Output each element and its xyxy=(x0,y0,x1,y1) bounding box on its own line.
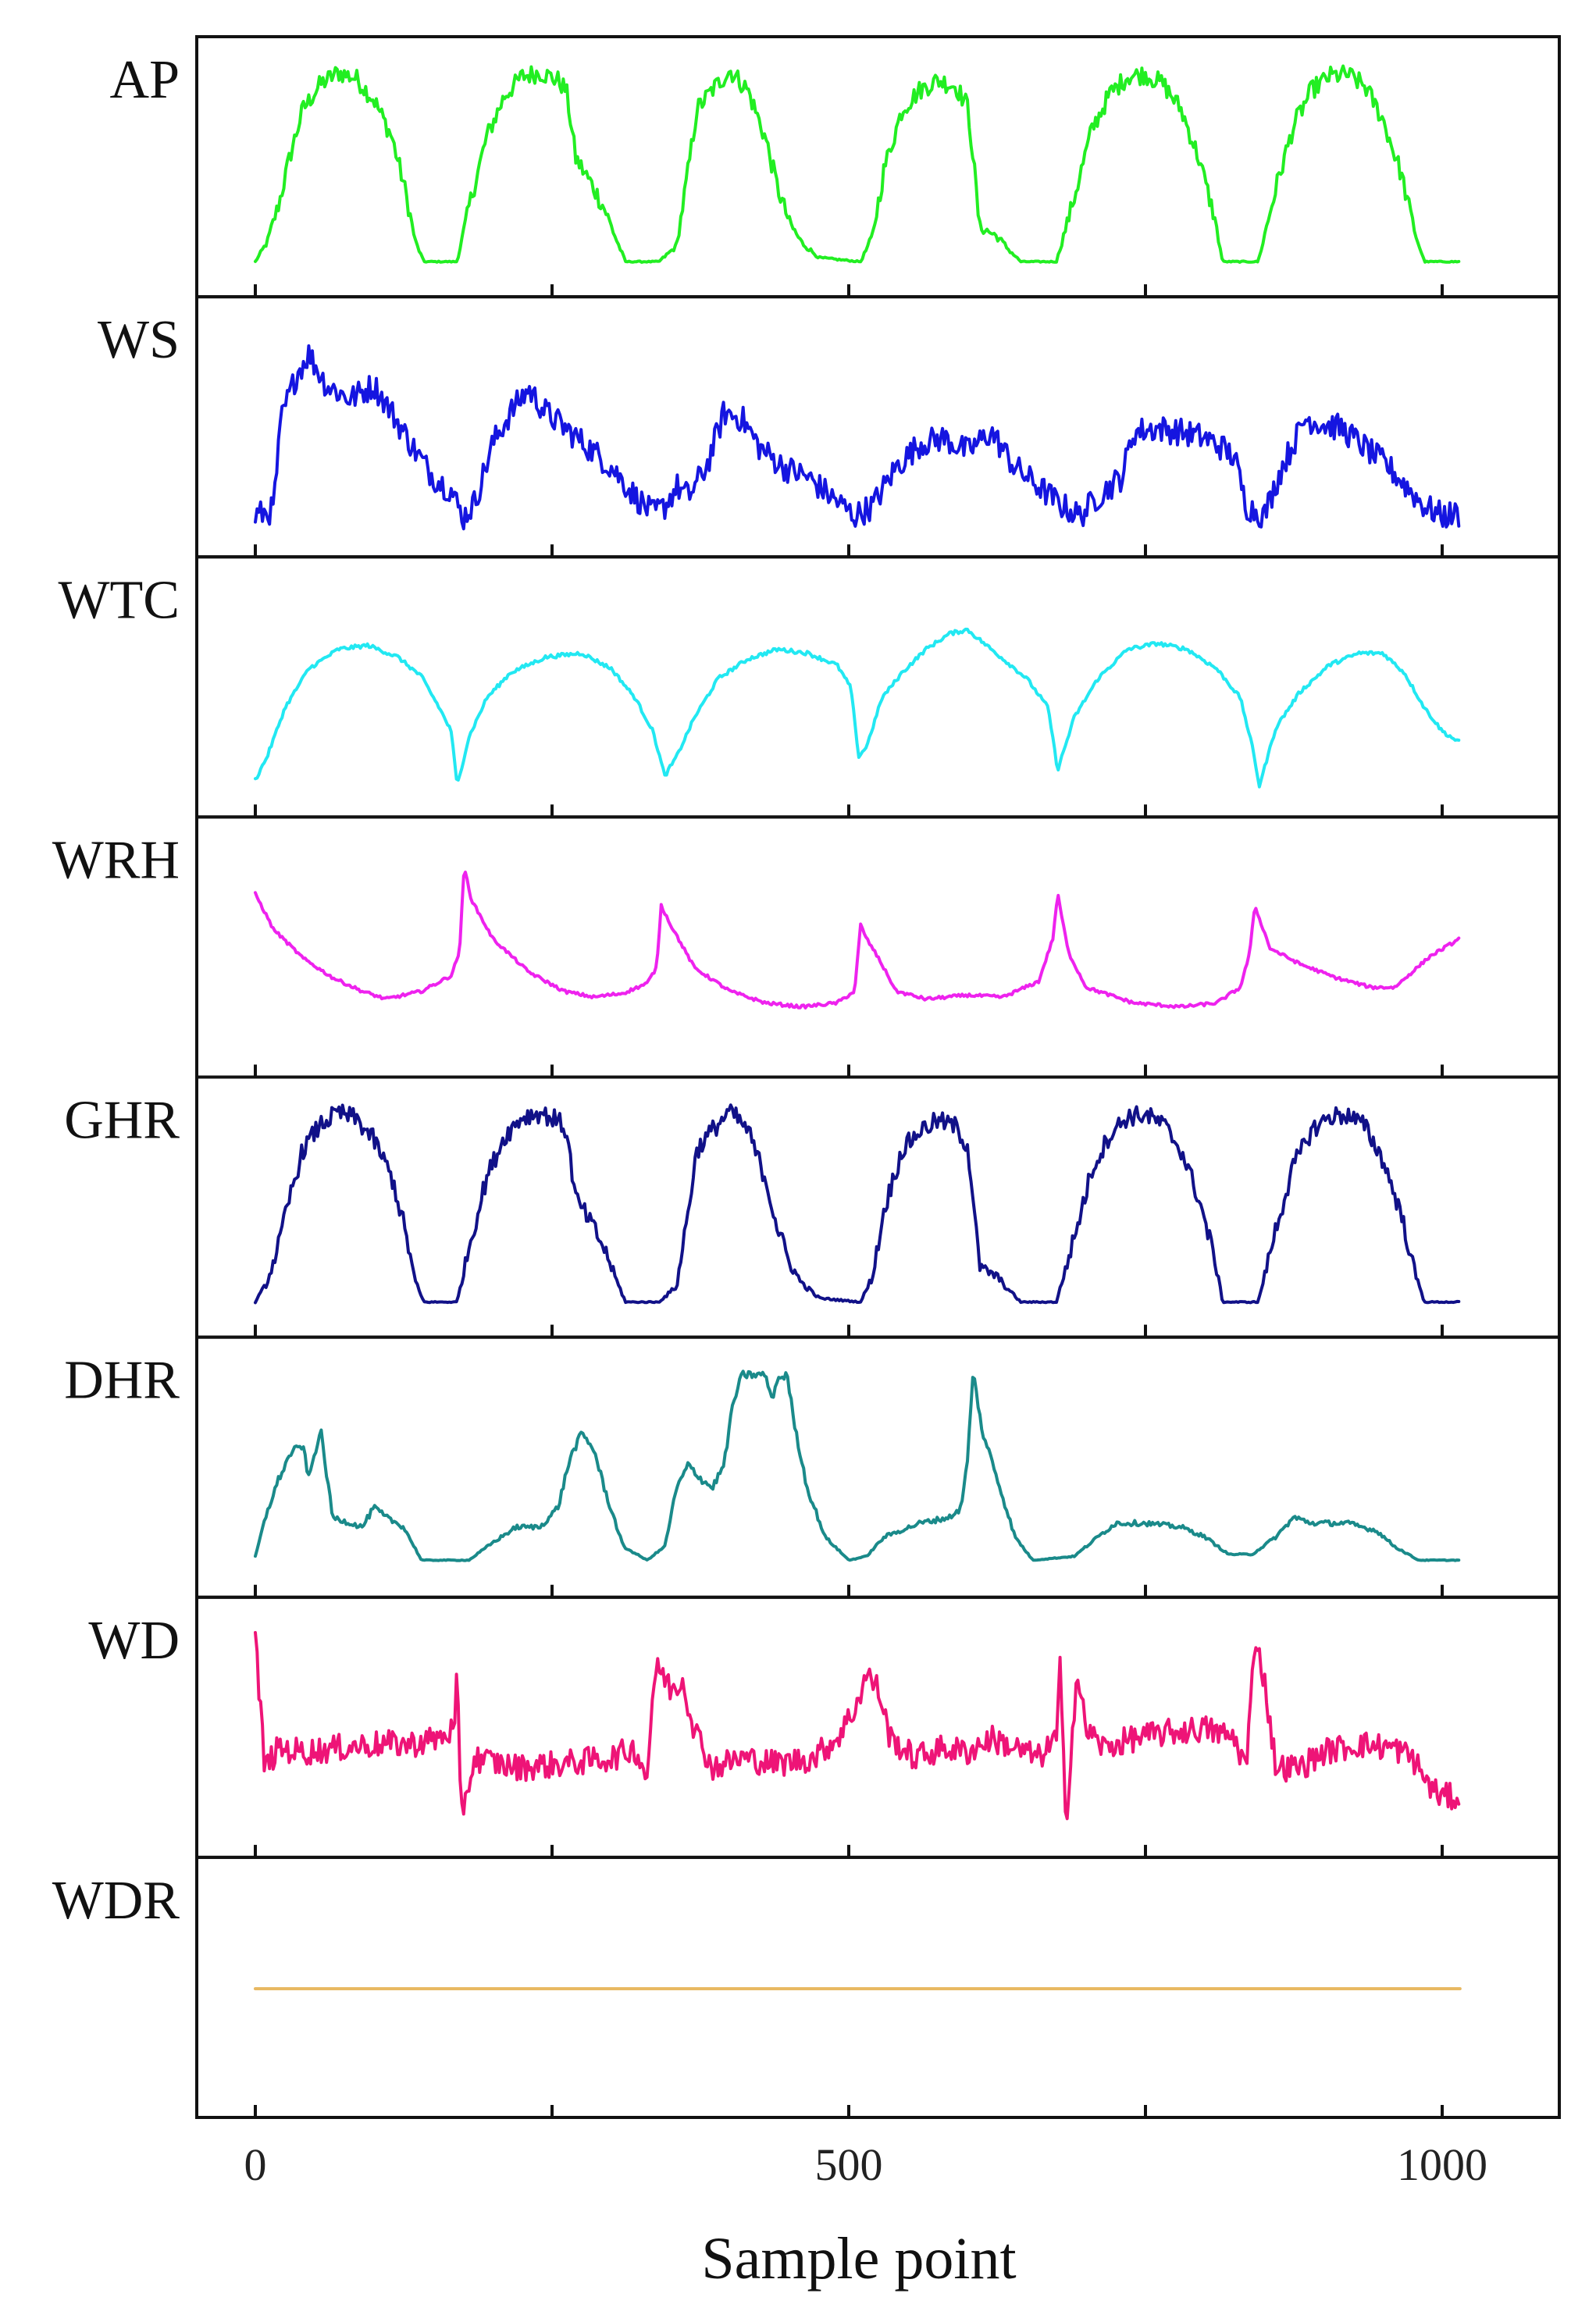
x-tick-label: 0 xyxy=(244,2139,267,2190)
panel-label: WS xyxy=(98,310,180,370)
x-axis: 0 500 1000 xyxy=(244,2139,1488,2190)
panel-dhr: DHR xyxy=(64,1335,1561,1599)
panel-ghr: GHR xyxy=(64,1075,1561,1339)
panel-label: DHR xyxy=(64,1351,180,1411)
panel-label: WD xyxy=(88,1611,180,1671)
panel-label: WDR xyxy=(52,1871,180,1931)
x-axis-title: Sample point xyxy=(701,2226,1016,2292)
panel-ws: WS xyxy=(98,295,1561,559)
panel-label: GHR xyxy=(64,1091,180,1151)
panel-frame xyxy=(195,555,1561,819)
series-line-wrh xyxy=(254,871,1461,1010)
series-line-ap xyxy=(254,64,1461,264)
chart-panels: AP WS WTC WRH GHR DHR WD WDR xyxy=(52,35,1561,2119)
series-line-dhr xyxy=(254,1369,1461,1562)
panel-wdr: WDR xyxy=(52,1855,1561,2119)
panel-frame xyxy=(195,1855,1561,2119)
series-line-ghr xyxy=(254,1103,1461,1305)
panel-frame xyxy=(195,815,1561,1079)
panel-wd: WD xyxy=(88,1595,1561,1859)
panel-wrh: WRH xyxy=(52,815,1561,1079)
x-tick-label: 1000 xyxy=(1397,2139,1487,2190)
panel-label: AP xyxy=(110,50,180,110)
series-line-wd xyxy=(254,1631,1461,1821)
panel-frame xyxy=(195,1335,1561,1599)
series-line-ws xyxy=(254,344,1461,531)
panel-wtc: WTC xyxy=(58,555,1561,819)
panel-label: WRH xyxy=(52,830,180,890)
panel-frame xyxy=(195,1595,1561,1859)
x-tick-label: 500 xyxy=(815,2139,883,2190)
panel-ap: AP xyxy=(110,35,1561,299)
series-line-wtc xyxy=(254,627,1461,789)
panel-label: WTC xyxy=(58,570,180,630)
